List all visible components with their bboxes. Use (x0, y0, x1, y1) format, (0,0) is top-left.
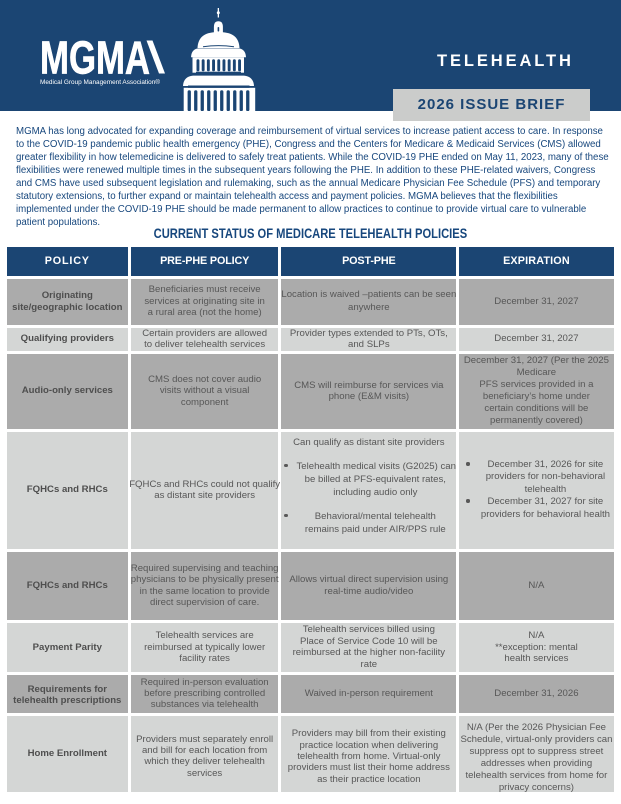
svg-text:Medical Group Management Assoc: Medical Group Management Association® (40, 78, 160, 86)
svg-text:MGMA: MGMA (40, 36, 150, 84)
